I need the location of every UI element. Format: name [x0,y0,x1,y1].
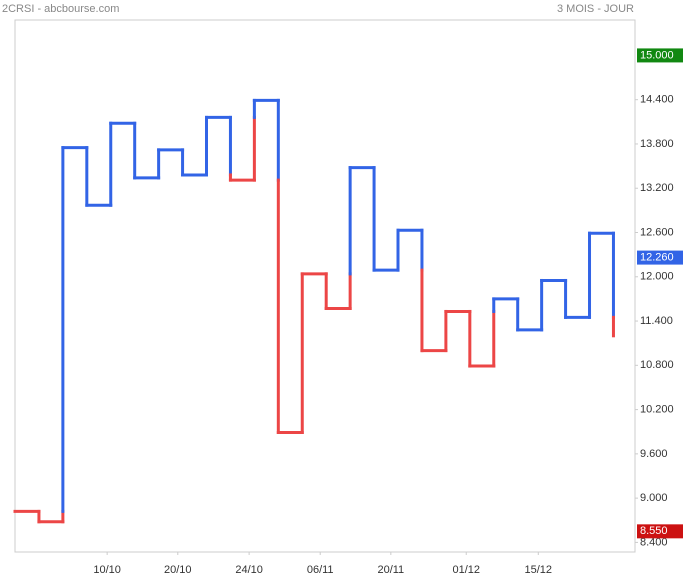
y-tick-label: 12.600 [640,226,674,238]
y-tick-label: 12.000 [640,271,674,283]
x-tick-label: 20/10 [164,564,192,576]
chart-subtitle: 3 MOIS - JOUR [557,3,634,15]
y-tick-label: 9.600 [640,448,668,460]
x-tick-label: 06/11 [307,564,334,576]
price-marker [637,48,683,63]
x-tick-label: 01/12 [452,564,480,576]
price-marker-label: 12.260 [640,251,674,263]
chart-title: 2CRSI - abcbourse.com [2,3,119,15]
x-tick-label: 15/12 [525,564,553,576]
y-tick-label: 14.400 [640,94,674,106]
plot-frame [14,19,636,553]
x-tick-label: 20/11 [377,564,404,576]
y-tick-label: 9.000 [640,492,668,504]
price-marker [637,524,683,539]
y-tick-label: 13.800 [640,138,674,150]
y-tick-label: 13.200 [640,182,674,194]
price-marker-label: 15.000 [640,49,674,61]
price-marker-label: 8.550 [640,525,668,537]
y-tick-label: 11.400 [640,315,673,327]
y-tick-label: 10.800 [640,359,674,371]
y-tick-label: 10.200 [640,403,674,415]
x-tick-label: 24/10 [235,564,263,576]
price-marker [637,250,683,265]
x-tick-label: 10/10 [93,564,121,576]
y-tick-label: 8.400 [640,536,668,548]
